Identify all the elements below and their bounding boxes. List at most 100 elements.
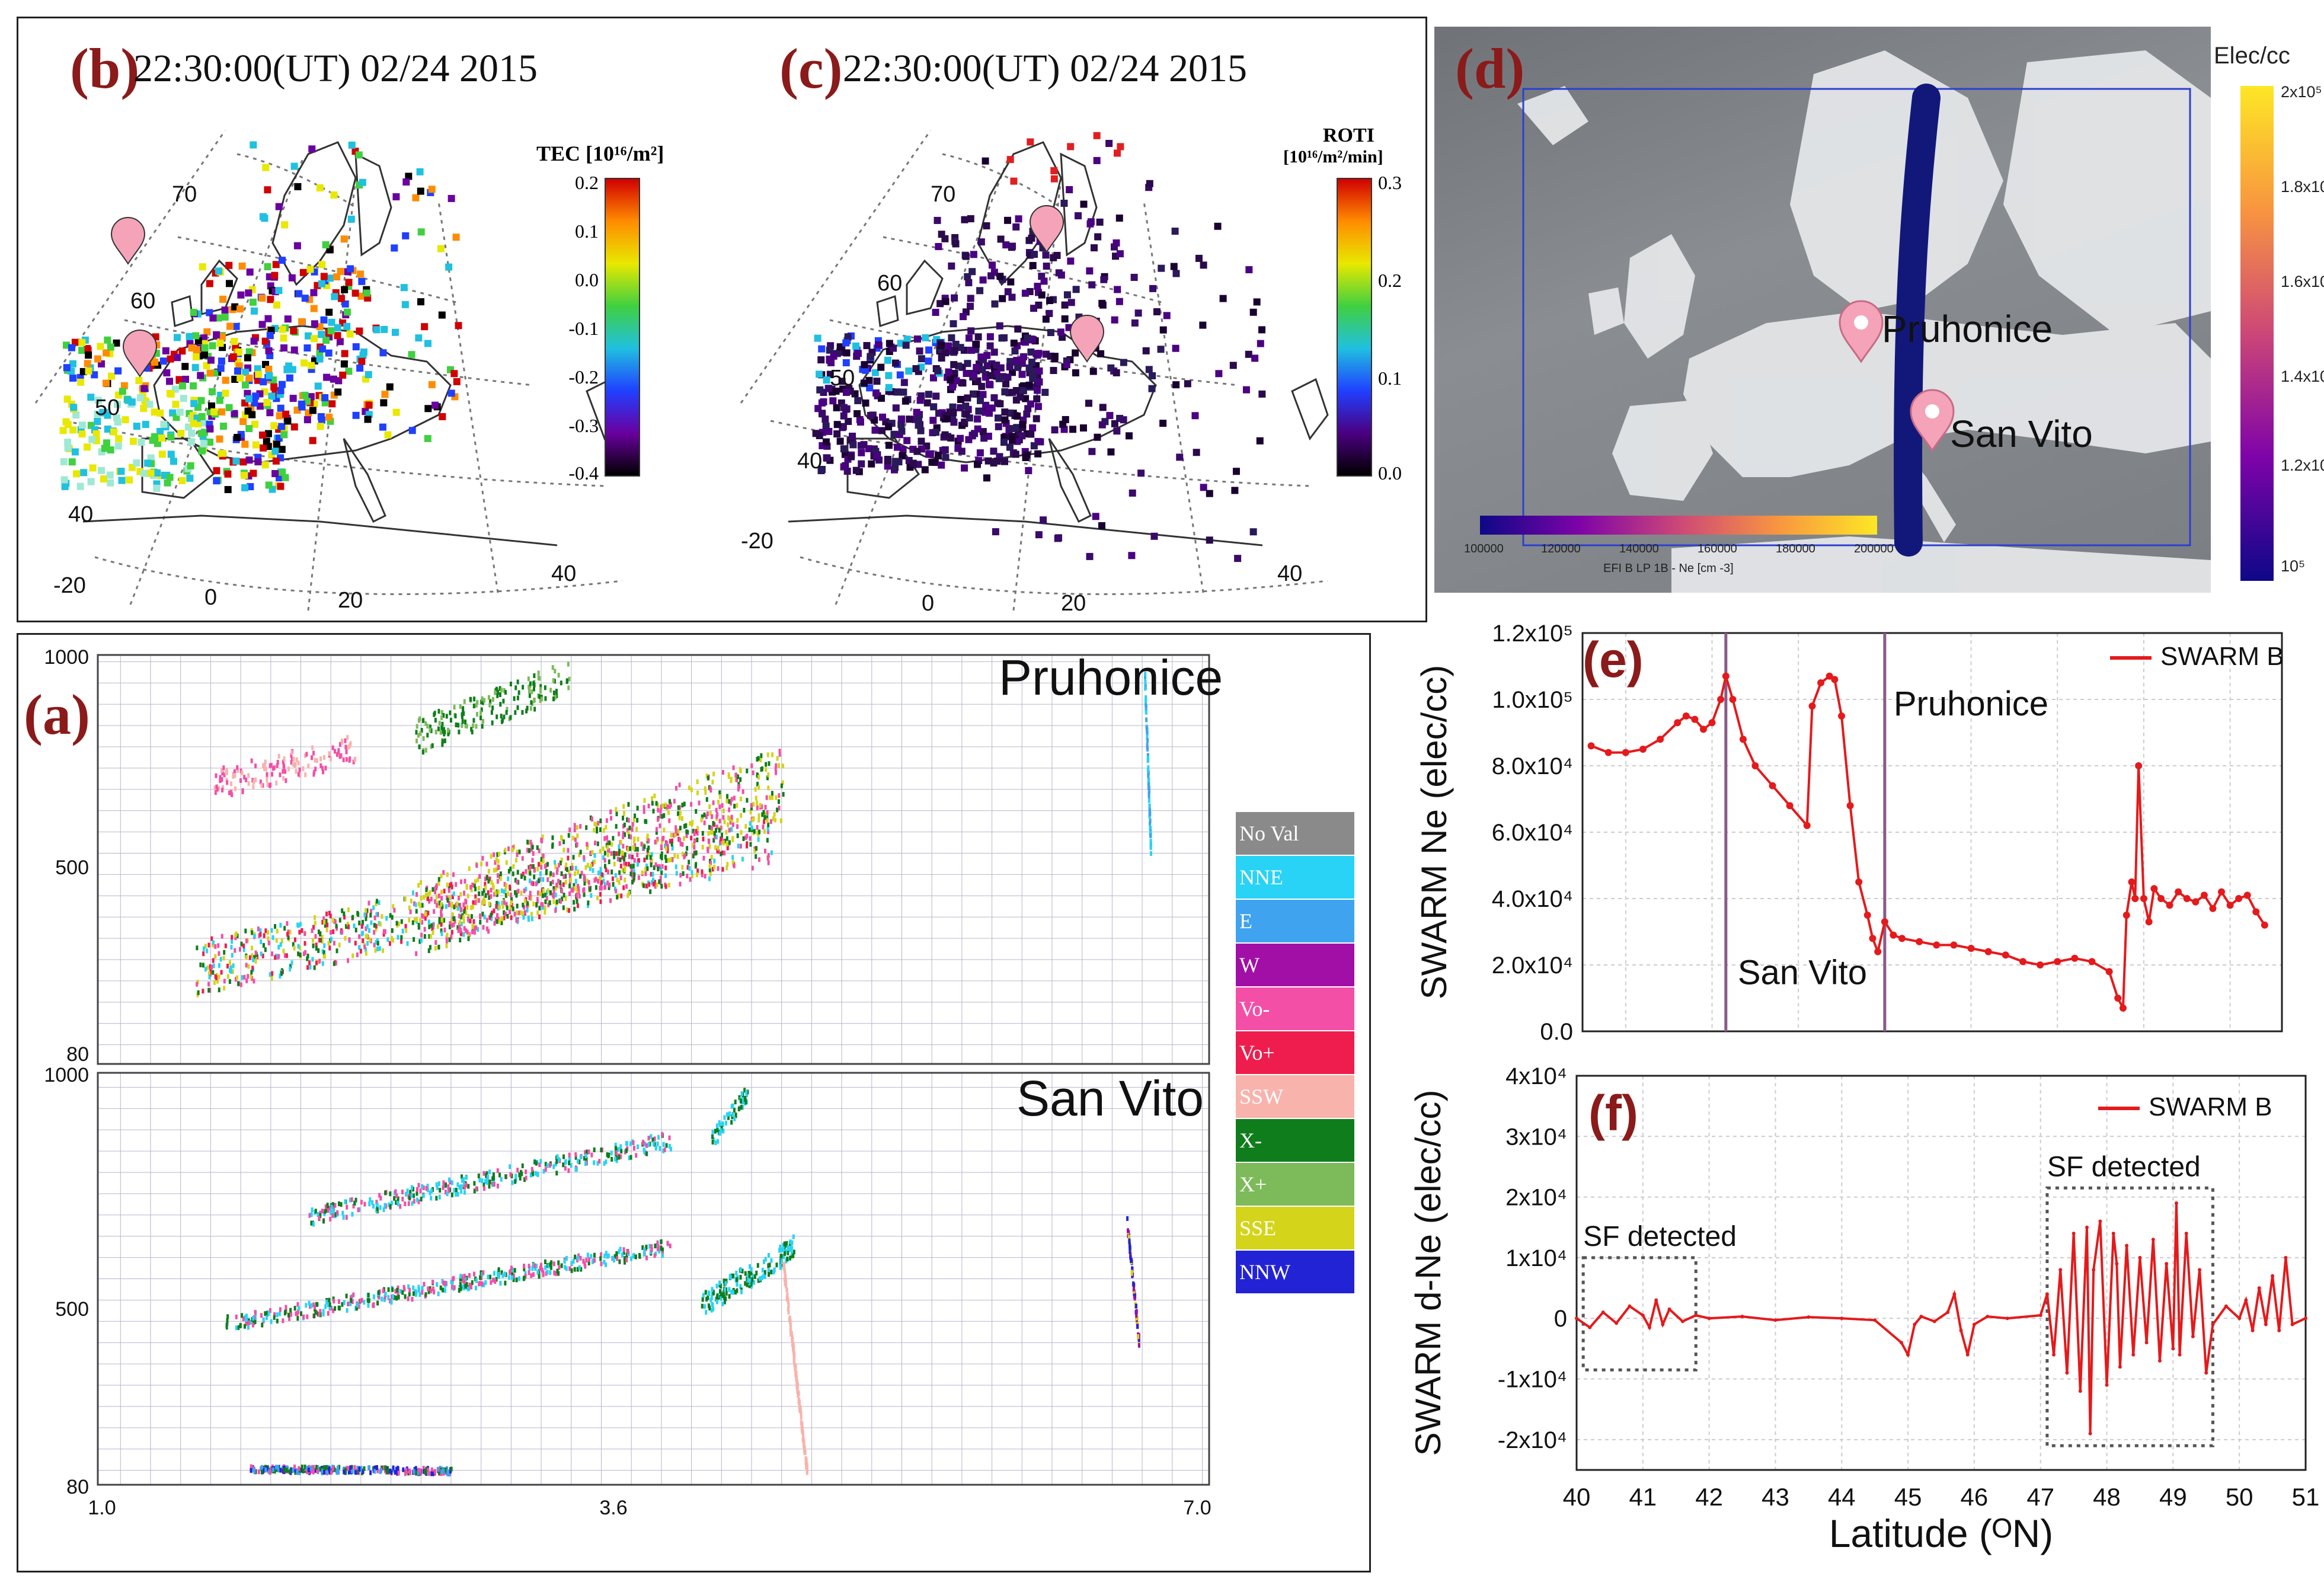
echo-point (493, 868, 496, 873)
echo-point (510, 897, 513, 902)
echo-point (557, 1271, 560, 1276)
echo-point (306, 1314, 309, 1319)
echo-point (606, 835, 609, 840)
echo-point (482, 896, 485, 901)
echo-point (792, 1350, 795, 1356)
echo-point (653, 793, 656, 798)
echo-point (538, 906, 541, 911)
echo-point (376, 1468, 379, 1473)
echo-point (430, 896, 433, 902)
roti-dot (1027, 138, 1034, 146)
echo-point (596, 841, 599, 846)
echo-point (516, 910, 519, 916)
echo-point (709, 788, 712, 793)
echo-point (410, 1185, 413, 1190)
panel-d-colorbar (2240, 86, 2274, 581)
echo-point (338, 918, 341, 923)
echo-point (740, 1091, 743, 1097)
echo-point (785, 1242, 788, 1248)
echo-point (250, 974, 252, 979)
echo-point (593, 827, 596, 833)
roti-dot (825, 427, 833, 435)
echo-point (521, 856, 524, 861)
roti-dot (858, 460, 865, 468)
echo-point (442, 1185, 445, 1190)
echo-point (748, 827, 751, 832)
echo-point (728, 816, 731, 822)
echo-point (212, 958, 215, 963)
echo-point (668, 799, 671, 804)
echo-point (515, 858, 518, 863)
echo-point (393, 1196, 396, 1201)
echo-point (717, 1139, 720, 1144)
echo-point (443, 918, 446, 923)
echo-point (214, 974, 217, 979)
tec-dot (148, 460, 155, 468)
echo-point (640, 842, 643, 847)
tec-dot (190, 309, 197, 317)
roti-dot (816, 386, 824, 394)
echo-point (270, 1319, 273, 1324)
echo-point (357, 1304, 360, 1309)
echo-point (777, 799, 780, 804)
echo-point (772, 1270, 775, 1275)
tec-dot (275, 203, 283, 210)
echo-point (565, 1255, 568, 1261)
echo-point (503, 688, 506, 693)
echo-point (749, 1264, 752, 1269)
echo-point (762, 824, 765, 830)
echo-point (352, 759, 355, 765)
echo-point (734, 772, 737, 778)
echo-point (522, 1264, 525, 1269)
echo-point (714, 827, 717, 833)
roti-dot (1111, 316, 1118, 324)
echo-point (732, 765, 735, 771)
echo-point (528, 848, 531, 853)
echo-point (395, 920, 398, 926)
roti-dot (1098, 421, 1106, 429)
tec-dot (167, 355, 174, 363)
panel-c-colorbar-ticks: 0.3 0.2 0.1 0.0 (1378, 172, 1425, 484)
echo-point (230, 945, 233, 950)
echo-point (298, 929, 301, 935)
echo-point (321, 939, 324, 944)
echo-point (322, 1309, 325, 1314)
echo-point (579, 1154, 582, 1159)
echo-point (1148, 804, 1151, 809)
tec-dot (265, 365, 273, 373)
echo-point (785, 1249, 788, 1254)
echo-point (485, 918, 488, 923)
tec-dot (126, 476, 133, 484)
echo-point (628, 1155, 631, 1161)
echo-point (545, 1271, 548, 1276)
roti-dot (1096, 218, 1104, 226)
echo-point (759, 757, 762, 763)
echo-point (715, 835, 718, 840)
echo-point (322, 769, 325, 775)
echo-point (440, 725, 443, 731)
echo-point (232, 963, 235, 969)
echo-point (615, 1150, 618, 1156)
echo-point (1137, 1334, 1140, 1339)
echo-point (716, 1293, 719, 1299)
panel-b-label: (b) (70, 37, 140, 100)
echo-point (462, 902, 465, 907)
echo-point (220, 970, 223, 975)
echo-point (462, 711, 465, 716)
echo-point (463, 1279, 466, 1284)
tec-dot (215, 314, 222, 322)
echo-point (382, 1288, 385, 1293)
echo-point (712, 838, 715, 843)
tec-dot (172, 401, 180, 408)
echo-point (632, 845, 635, 851)
echo-point (756, 1262, 759, 1268)
echo-point (589, 815, 592, 820)
echo-point (677, 805, 680, 810)
echo-point (390, 1470, 393, 1475)
tec-dot (338, 295, 346, 302)
echo-point (539, 1159, 542, 1164)
echo-point (423, 926, 426, 932)
tec-dot (250, 337, 258, 345)
echo-point (512, 871, 514, 877)
echo-point (632, 839, 635, 844)
